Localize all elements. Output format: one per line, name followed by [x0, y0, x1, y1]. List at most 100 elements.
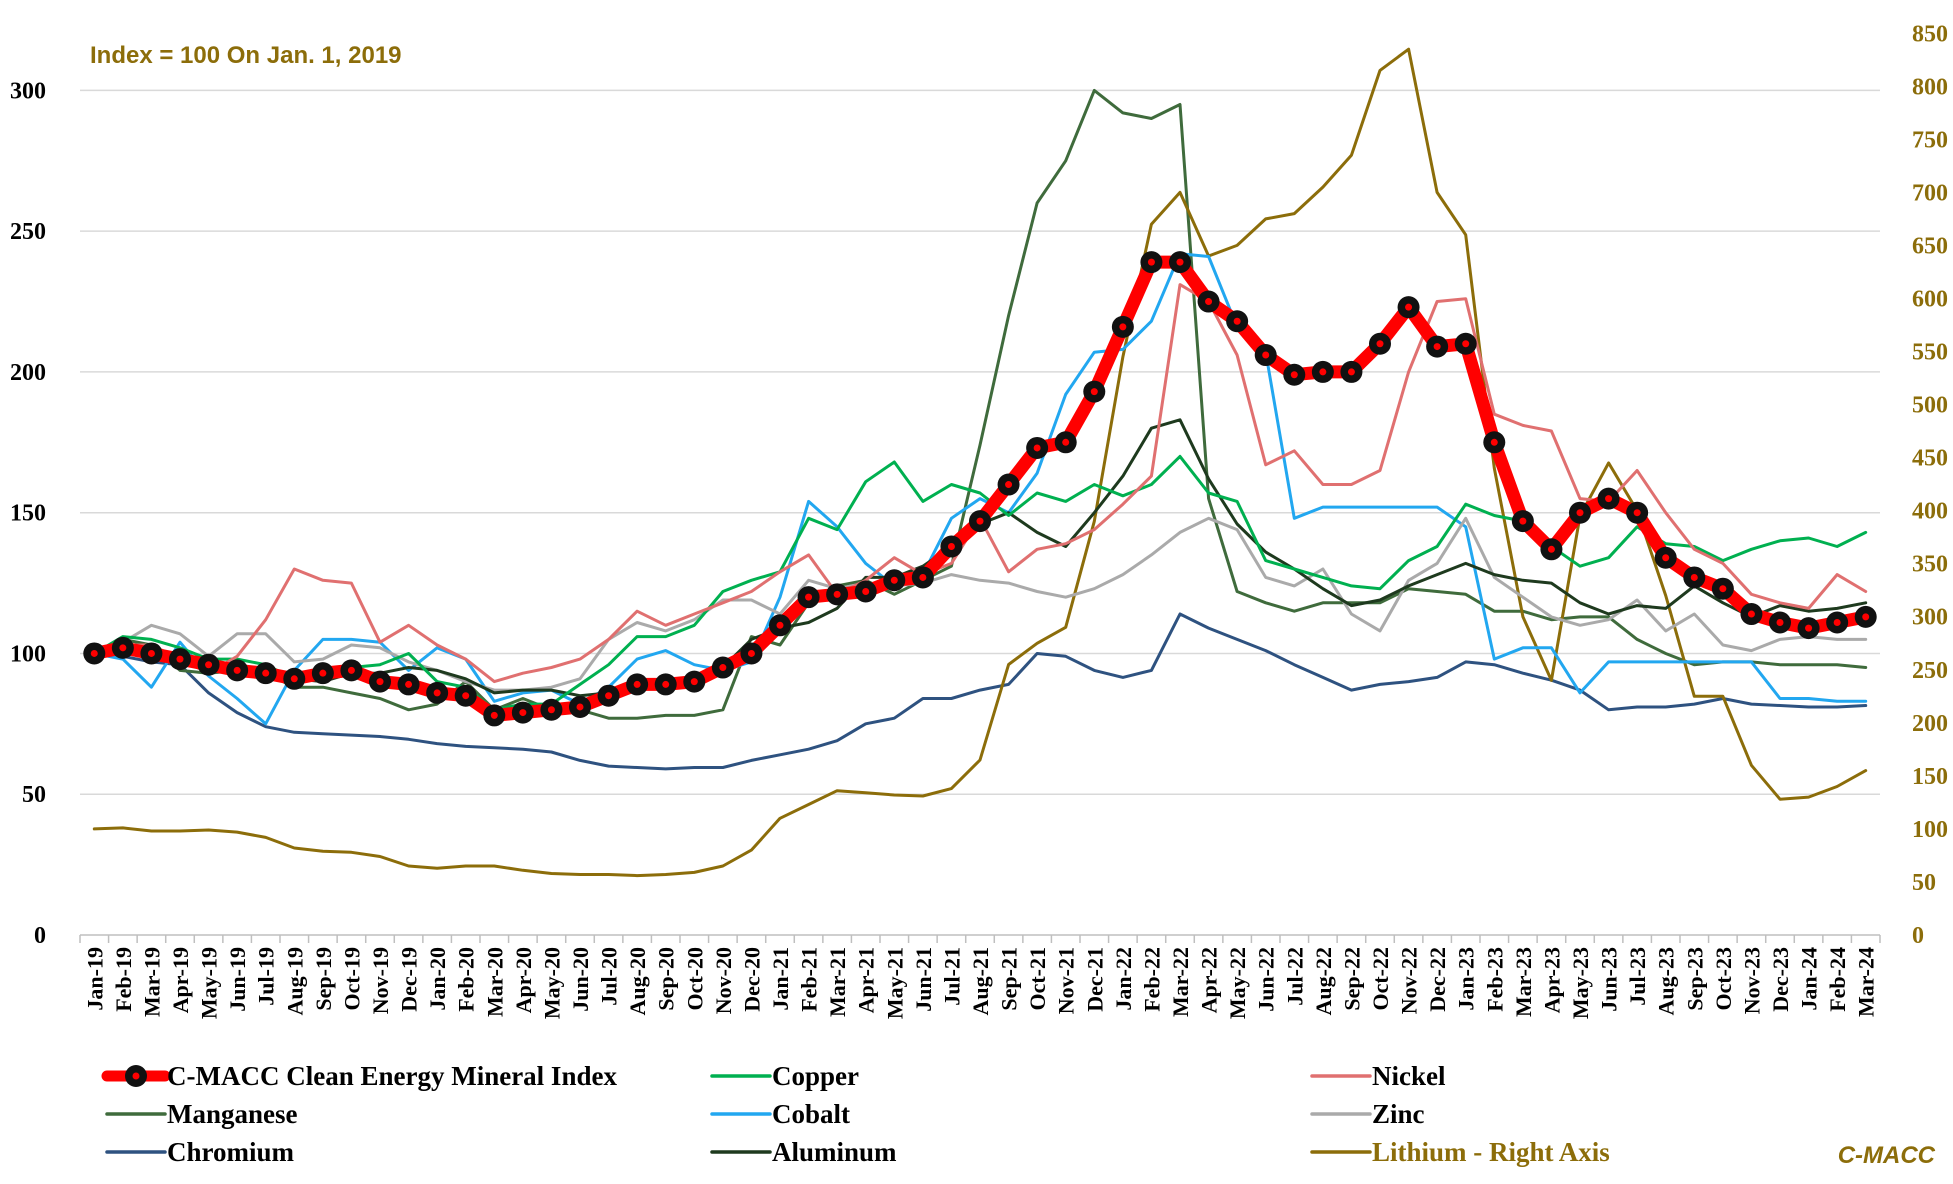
index-marker-center — [433, 689, 441, 697]
legend-label: Lithium - Right Axis — [1372, 1137, 1610, 1167]
index-marker-center — [1833, 618, 1841, 626]
index-marker-center — [1690, 573, 1698, 581]
x-tick-label: May-21 — [882, 947, 907, 1019]
x-tick-label: Apr-20 — [511, 947, 536, 1013]
index-marker-center — [1662, 554, 1670, 562]
x-tick-label: Jun-22 — [1254, 947, 1279, 1012]
index-marker-center — [1376, 340, 1384, 348]
index-marker-center — [576, 703, 584, 711]
index-marker-center — [262, 669, 270, 677]
index-marker-center — [662, 680, 670, 688]
legend-label: Nickel — [1372, 1061, 1446, 1091]
x-tick-label: Feb-24 — [1825, 947, 1850, 1012]
y-right-tick-label: 800 — [1912, 74, 1948, 100]
series-line-copper — [92, 454, 1868, 712]
index-marker-center — [90, 649, 98, 657]
x-tick-label: Feb-19 — [111, 947, 136, 1012]
x-tick-label: May-23 — [1568, 947, 1593, 1019]
series-line-aluminum — [92, 418, 1868, 698]
chart-credit: C-MACC — [1838, 1142, 1936, 1169]
series-line-zinc — [92, 516, 1868, 692]
x-tick-label: Jan-22 — [1111, 947, 1136, 1011]
x-tick-label: Oct-19 — [339, 947, 364, 1011]
x-tick-label: Jan-24 — [1797, 947, 1822, 1011]
x-tick-label: Nov-22 — [1397, 947, 1422, 1014]
x-tick-label: Jul-21 — [939, 947, 964, 1006]
x-tick-label: Oct-22 — [1368, 947, 1393, 1011]
x-tick-label: Jul-20 — [597, 947, 622, 1006]
legend-label: Aluminum — [772, 1137, 897, 1167]
index-marker-center — [1462, 340, 1470, 348]
series-line-manganese — [92, 88, 1868, 720]
series-line-chromium — [92, 612, 1868, 771]
y-right-tick-label: 150 — [1912, 764, 1948, 790]
x-tick-label: Aug-20 — [625, 947, 650, 1015]
x-tick-label: Dec-23 — [1768, 947, 1793, 1012]
y-right-tick-label: 850 — [1912, 21, 1948, 47]
index-marker-center — [1547, 545, 1555, 553]
x-tick-label: Apr-22 — [1197, 947, 1222, 1013]
index-marker-center — [519, 709, 527, 717]
x-tick-label: Feb-22 — [1139, 947, 1164, 1012]
legend-label: Manganese — [167, 1099, 298, 1129]
x-tick-label: Jan-19 — [82, 947, 107, 1011]
x-tick-label: Apr-19 — [168, 947, 193, 1013]
x-tick-label: Sep-21 — [997, 947, 1022, 1011]
index-marker-center — [490, 711, 498, 719]
x-tick-label: Jul-22 — [1282, 947, 1307, 1006]
x-tick-label: Jan-20 — [425, 947, 450, 1011]
index-marker-center — [833, 590, 841, 598]
index-marker-center — [233, 666, 241, 674]
x-tick-label: Dec-21 — [1082, 947, 1107, 1012]
index-marker-center — [405, 680, 413, 688]
index-marker-center — [1405, 303, 1413, 311]
index-marker-center — [1119, 323, 1127, 331]
x-tick-label: Oct-23 — [1711, 947, 1736, 1011]
y-right-tick-label: 0 — [1912, 923, 1924, 949]
y-right-tick-label: 200 — [1912, 711, 1948, 737]
x-tick-label: Sep-20 — [654, 947, 679, 1011]
x-tick-label: Aug-23 — [1654, 947, 1679, 1015]
x-tick-label: Jun-19 — [225, 947, 250, 1012]
x-tick-label: Jul-23 — [1625, 947, 1650, 1006]
x-tick-label: Jun-21 — [911, 947, 936, 1012]
y-right-tick-label: 450 — [1912, 446, 1948, 472]
x-tick-label: Mar-19 — [139, 947, 164, 1017]
index-marker-center — [119, 644, 127, 652]
x-tick-label: Apr-21 — [854, 947, 879, 1013]
y-left-tick-label: 50 — [22, 782, 46, 808]
y-right-tick-label: 550 — [1912, 340, 1948, 366]
y-right-tick-label: 100 — [1912, 817, 1948, 843]
x-tick-label: Mar-20 — [482, 947, 507, 1017]
index-marker-center — [776, 621, 784, 629]
index-marker-center — [147, 649, 155, 657]
series-markers — [83, 251, 1877, 727]
index-marker-center — [1862, 613, 1870, 621]
x-tick-label: Jun-20 — [568, 947, 593, 1012]
index-marker-center — [747, 649, 755, 657]
index-marker-center — [1033, 444, 1041, 452]
index-marker-center — [890, 576, 898, 584]
legend-label: Chromium — [167, 1137, 295, 1167]
index-marker-center — [719, 664, 727, 672]
index-marker-center — [976, 517, 984, 525]
y-left-tick-label: 0 — [34, 923, 46, 949]
index-marker-center — [1090, 388, 1098, 396]
y-right-tick-label: 250 — [1912, 658, 1948, 684]
x-tick-label: Aug-22 — [1311, 947, 1336, 1015]
chart-subtitle: Index = 100 On Jan. 1, 2019 — [90, 42, 402, 69]
x-tick-label: Jan-21 — [768, 947, 793, 1011]
index-marker-center — [462, 692, 470, 700]
index-marker-center — [1062, 438, 1070, 446]
y-right-tick-label: 400 — [1912, 499, 1948, 525]
legend-marker-center — [132, 1072, 140, 1080]
index-marker-center — [1005, 481, 1013, 489]
y-right-tick-label: 750 — [1912, 127, 1948, 153]
index-marker-center — [1633, 509, 1641, 517]
x-tick-label: Apr-23 — [1539, 947, 1564, 1013]
axes: 0 50 100 150 200 250 300 0 50 100 150 200 250 300 350 4… — [10, 21, 1948, 1019]
index-marker-center — [319, 669, 327, 677]
y-left-tick-label: 250 — [10, 219, 46, 245]
index-marker-center — [1319, 368, 1327, 376]
